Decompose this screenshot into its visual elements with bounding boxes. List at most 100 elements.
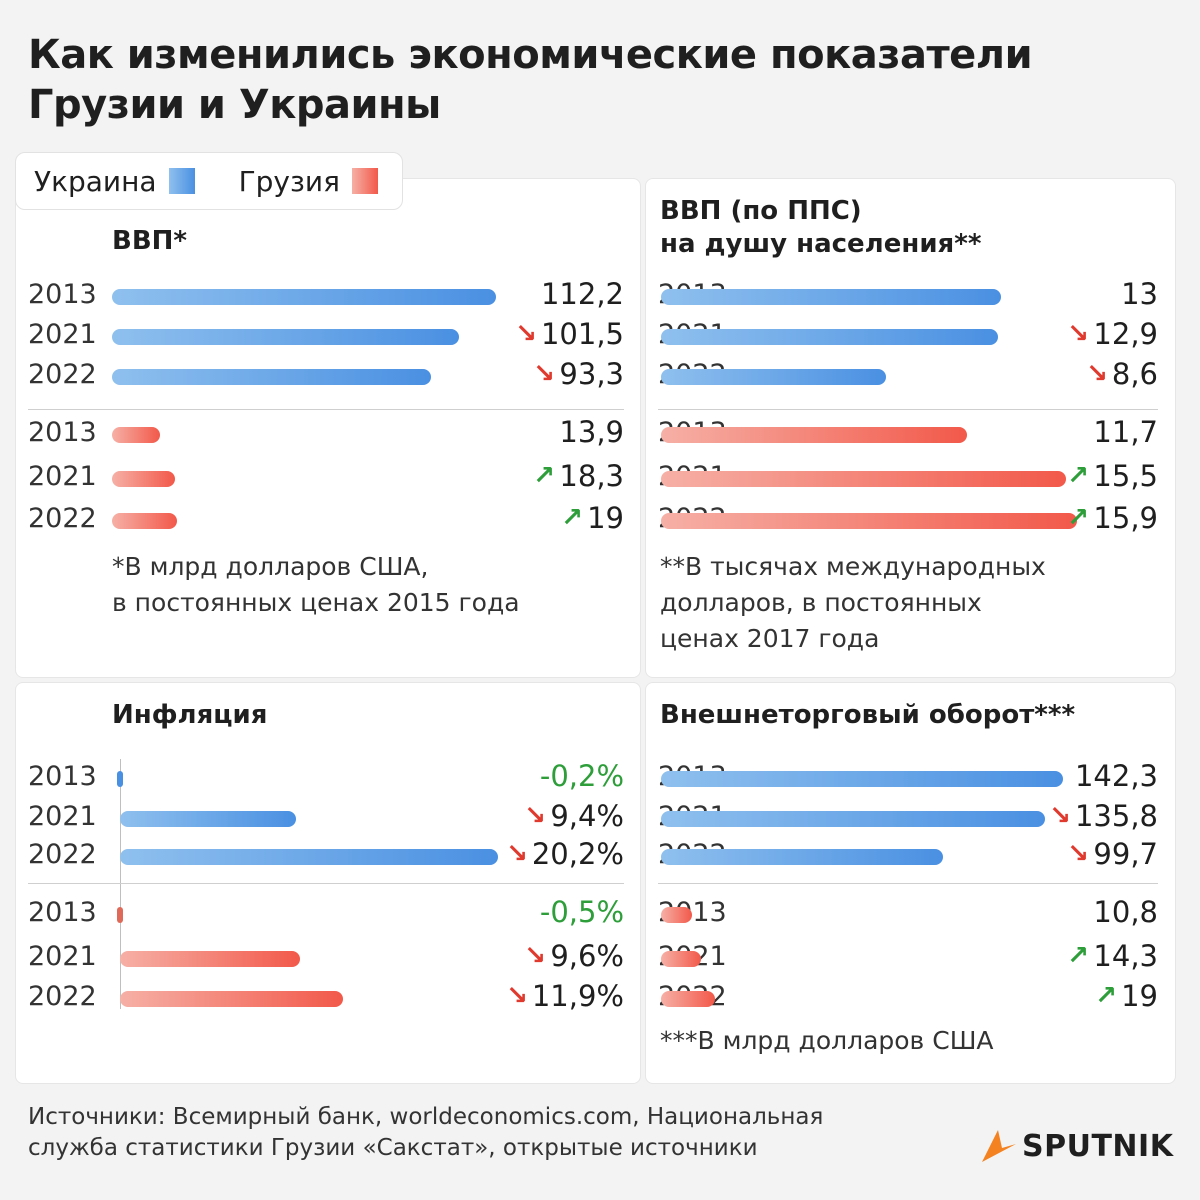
value-label: 12,9	[1093, 317, 1158, 351]
value-label: -0,5%	[539, 895, 624, 929]
bar-row-ua-2013: 2013 -0,2%	[16, 759, 642, 799]
trend-down-icon: ↘	[1067, 839, 1089, 869]
footnote-line: в постоянных ценах 2015 года	[112, 588, 520, 617]
footnote-line: **В тысячах международных	[660, 552, 1046, 581]
value-label: 9,4%	[550, 799, 624, 833]
chart-title-line: Инфляция	[112, 700, 268, 730]
value-label: 101,5	[540, 317, 624, 351]
bar-ge	[112, 471, 175, 487]
footnote-line: ценах 2017 года	[660, 624, 880, 653]
bar-ua	[117, 771, 123, 787]
value-label: 8,6	[1111, 357, 1158, 391]
legend-label-georgia: Грузия	[238, 164, 340, 198]
chart-footnote: ***В млрд долларов США	[660, 1023, 994, 1059]
chart-title-line: Внешнеторговый оборот***	[660, 700, 1076, 730]
sources-line-1: Источники: Всемирный банк, worldeconomic…	[28, 1104, 824, 1130]
bar-row-ge-2021: 2021 18,3 ↗	[16, 459, 642, 499]
legend: Украина Грузия	[15, 152, 403, 210]
title-line-2: Грузии и Украины	[28, 82, 441, 128]
value-label: 13	[1121, 277, 1158, 311]
chart-panel-2: ВВП (по ППС)на душу населения**201313202…	[645, 178, 1176, 678]
chart-title: ВВП*	[112, 225, 187, 258]
bar-ua	[661, 849, 943, 865]
series-divider	[28, 409, 624, 410]
year-label: 2022	[28, 359, 97, 390]
bar-row-ua-2021: 2021 101,5 ↘	[16, 317, 642, 357]
trend-up-icon: ↗	[1067, 941, 1089, 971]
chart-panel-1: ВВП* 2013 112,2 2021 101,5 ↘ 2022 93,3 ↘ 2013 13,9…	[15, 178, 641, 678]
bar-row-ua-2022: 20228,6↘	[646, 357, 1177, 397]
trend-up-icon: ↗	[1095, 981, 1117, 1011]
value-label: 19	[587, 501, 624, 535]
footnote-line: *В млрд долларов США,	[112, 552, 429, 581]
chart-title-line: на душу населения**	[660, 229, 982, 259]
trend-up-icon: ↗	[561, 503, 583, 533]
legend-swatch-georgia	[351, 168, 378, 194]
sputnik-logo-text: SPUTNIK	[1022, 1128, 1174, 1164]
year-label: 2013	[28, 279, 97, 310]
bar-row-ge-2021: 202114,3↗	[646, 939, 1177, 979]
sources-footer: Источники: Всемирный банк, worldeconomic…	[28, 1102, 823, 1164]
bar-row-ge-2013: 2013 13,9	[16, 415, 642, 455]
bar-row-ua-2022: 2022 20,2% ↘	[16, 837, 642, 877]
year-label: 2021	[28, 461, 97, 492]
year-label: 2013	[28, 761, 97, 792]
bar-row-ua-2021: 2021135,8↘	[646, 799, 1177, 839]
bar-ua	[112, 369, 432, 385]
bar-ge	[661, 471, 1067, 487]
value-label: -0,2%	[539, 759, 624, 793]
bar-row-ua-2021: 202112,9↘	[646, 317, 1177, 357]
value-label: 15,5	[1093, 459, 1158, 493]
bar-ua	[661, 811, 1045, 827]
value-label: 11,7	[1093, 415, 1158, 449]
bar-row-ua-2022: 2022 93,3 ↘	[16, 357, 642, 397]
chart-title-line: ВВП*	[112, 226, 187, 256]
value-label: 9,6%	[550, 939, 624, 973]
value-label: 142,3	[1074, 759, 1158, 793]
zero-axis-line	[120, 759, 121, 1009]
value-label: 13,9	[559, 415, 624, 449]
bar-ua	[112, 329, 460, 345]
legend-item-georgia: Грузия	[239, 165, 378, 198]
value-label: 112,2	[540, 277, 624, 311]
bar-ua	[661, 771, 1063, 787]
legend-swatch-ukraine	[168, 168, 195, 194]
bar-ge	[112, 513, 178, 529]
bar-row-ua-2013: 2013142,3	[646, 759, 1177, 799]
bar-ge	[661, 991, 715, 1007]
year-label: 2021	[28, 319, 97, 350]
bar-ua	[112, 289, 496, 305]
bar-ua	[661, 369, 886, 385]
footnote-line: ***В млрд долларов США	[660, 1026, 994, 1055]
chart-title: Внешнеторговый оборот***	[660, 699, 1075, 732]
bar-ua	[661, 329, 999, 345]
value-label: 20,2%	[531, 837, 624, 871]
trend-down-icon: ↘	[1067, 319, 1089, 349]
year-label: 2021	[28, 941, 97, 972]
page-title: Как изменились экономические показатели …	[28, 30, 1168, 130]
bar-row-ge-2021: 202115,5↗	[646, 459, 1177, 499]
bar-row-ge-2022: 2022 19↗	[16, 501, 642, 541]
chart-footnote: *В млрд долларов США, в постоянных ценах …	[112, 549, 520, 621]
year-label: 2022	[28, 981, 97, 1012]
bar-ua	[120, 849, 498, 865]
trend-down-icon: ↘	[515, 319, 537, 349]
trend-down-icon: ↘	[1086, 359, 1108, 389]
bar-row-ge-2013: 2013 10,8	[646, 895, 1177, 935]
value-label: 99,7	[1093, 837, 1158, 871]
chart-footnote: **В тысячах международных долларов, в пос…	[660, 549, 1046, 657]
bar-row-ge-2021: 2021 9,6% ↘	[16, 939, 642, 979]
value-label: 11,9%	[531, 979, 624, 1013]
value-label: 135,8	[1074, 799, 1158, 833]
year-label: 2013	[28, 897, 97, 928]
bar-ge	[120, 951, 300, 967]
bar-row-ua-2022: 202299,7↘	[646, 837, 1177, 877]
bar-row-ua-2013: 2013 112,2	[16, 277, 642, 317]
sputnik-logo-icon	[982, 1130, 1016, 1162]
bar-ge	[661, 951, 702, 967]
bar-ge	[661, 513, 1077, 529]
bar-ua	[120, 811, 296, 827]
trend-down-icon: ↘	[506, 839, 528, 869]
chart-panel-4: Внешнеторговый оборот*** 2013142,32021135…	[645, 682, 1176, 1084]
trend-up-icon: ↗	[533, 461, 555, 491]
